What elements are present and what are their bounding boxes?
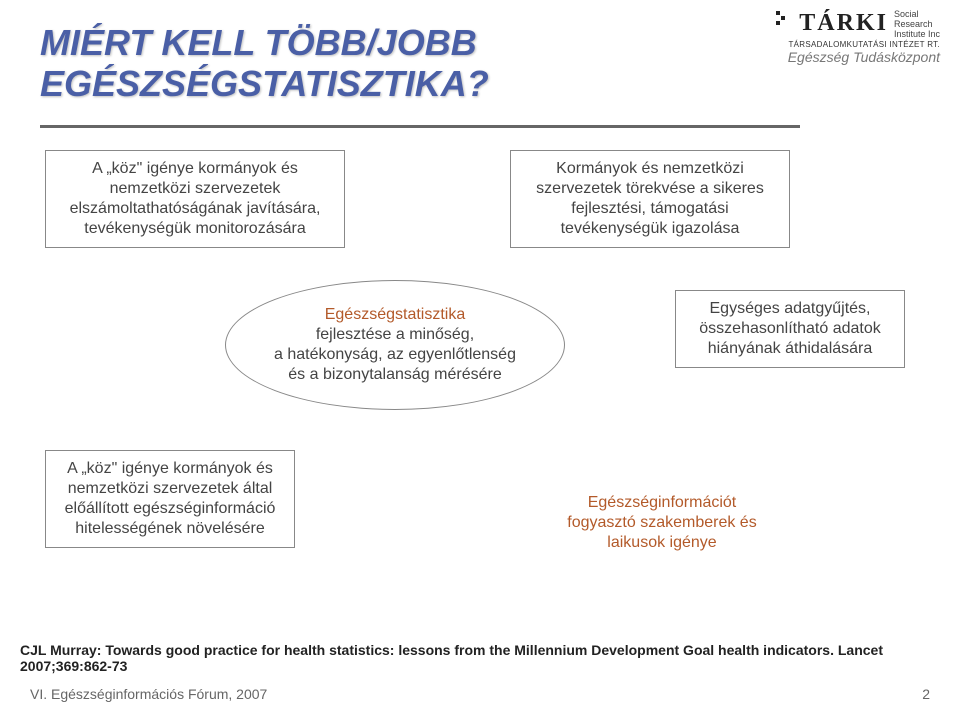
citation: CJL Murray: Towards good practice for he…	[20, 642, 940, 674]
logo-block: TÁRKI Social Research Institute Inc TÁRS…	[775, 10, 940, 65]
box-right-bottom: Egészséginformációt fogyasztó szakembere…	[552, 485, 772, 561]
logo-sub: Egészség Tudásközpont	[775, 49, 940, 65]
logo-tag3: Institute Inc	[894, 29, 940, 39]
box-top-right: Kormányok és nemzetközi szervezetek töre…	[510, 150, 790, 248]
page-title: MIÉRT KELL TÖBB/JOBB EGÉSZSÉGSTATISZTIKA…	[40, 22, 489, 105]
box-top-left: A „köz" igénye kormányok és nemzetközi s…	[45, 150, 345, 248]
center-ellipse: Egészségstatisztika fejlesztése a minősé…	[225, 280, 565, 410]
box-bottom-left: A „köz" igénye kormányok és nemzetközi s…	[45, 450, 295, 548]
box-right-bottom-text: Egészséginformációt fogyasztó szakembere…	[567, 494, 756, 551]
title-line2: EGÉSZSÉGSTATISZTIKA?	[40, 63, 489, 104]
footer-left: VI. Egészséginformációs Fórum, 2007	[30, 686, 267, 702]
footer-right: 2	[922, 686, 930, 702]
logo-primary: TÁRKI	[799, 10, 888, 37]
logo-tag2: Research	[894, 19, 933, 29]
ellipse-line4: és a bizonytalanság mérésére	[288, 366, 501, 383]
ellipse-line1: Egészségstatisztika	[325, 306, 466, 323]
ellipse-line3: a hatékonyság, az egyenlőtlenség	[274, 346, 516, 363]
title-line1: MIÉRT KELL TÖBB/JOBB	[40, 22, 477, 63]
logo-tag1: Social	[894, 9, 919, 19]
ellipse-line2: fejlesztése a minőség,	[316, 326, 474, 343]
title-rule	[40, 125, 800, 128]
logo-subtag: TÁRSADALOMKUTATÁSI INTÉZET RT.	[775, 40, 940, 49]
box-right-mid: Egységes adatgyűjtés, összehasonlítható …	[675, 290, 905, 368]
